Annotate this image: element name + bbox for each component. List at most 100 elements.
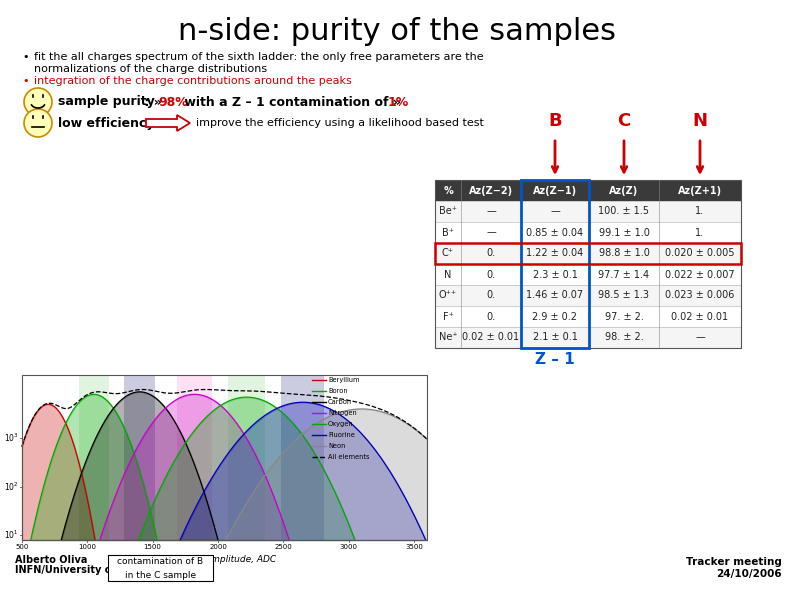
Text: Boron: Boron [328, 388, 348, 394]
Text: 1000: 1000 [79, 544, 96, 550]
Text: INFN/University of Perugia: INFN/University of Perugia [15, 565, 162, 575]
Text: 0.023 ± 0.006: 0.023 ± 0.006 [665, 290, 734, 300]
Text: 3000: 3000 [340, 544, 357, 550]
Bar [435, 201, 741, 222]
Text: $10^3$: $10^3$ [4, 432, 19, 444]
Text: 24/10/2006: 24/10/2006 [716, 569, 782, 579]
Text: integration of the charge contributions around the peaks: integration of the charge contributions … [34, 76, 352, 86]
Bar [435, 243, 741, 264]
Text: 100. ± 1.5: 100. ± 1.5 [599, 206, 649, 217]
Text: with a Z – 1 contamination of »: with a Z – 1 contamination of » [180, 96, 405, 108]
Text: 0.: 0. [487, 270, 495, 280]
Text: 0.02 ± 0.01: 0.02 ± 0.01 [672, 312, 729, 321]
Text: C: C [618, 112, 630, 130]
Text: Fluorine: Fluorine [328, 432, 355, 438]
Text: Be⁺: Be⁺ [439, 206, 457, 217]
Text: 1500: 1500 [144, 544, 162, 550]
Text: Az(Z−1): Az(Z−1) [533, 186, 577, 196]
Text: improve the efficiency using a likelihood based test: improve the efficiency using a likelihoo… [196, 118, 484, 128]
Text: sample purity: sample purity [58, 96, 155, 108]
Bar [435, 264, 741, 285]
Bar [281, 375, 325, 540]
Text: 99.1 ± 1.0: 99.1 ± 1.0 [599, 227, 649, 237]
Text: contamination of B: contamination of B [118, 556, 203, 565]
Text: low efficiency: low efficiency [58, 117, 155, 130]
Text: 98%: 98% [158, 96, 187, 108]
Bar [435, 327, 741, 348]
Text: 3500: 3500 [405, 544, 423, 550]
Text: n-side: purity of the samples: n-side: purity of the samples [178, 17, 616, 46]
Text: —: — [486, 206, 496, 217]
Text: 0.: 0. [487, 249, 495, 258]
Text: Carbon: Carbon [328, 399, 352, 405]
Text: $10^1$: $10^1$ [4, 529, 19, 541]
Text: 1.: 1. [696, 206, 704, 217]
Text: Neon: Neon [328, 443, 345, 449]
Text: Alberto Oliva: Alberto Oliva [15, 555, 87, 565]
Polygon shape [146, 115, 190, 131]
Text: Az(Z): Az(Z) [609, 186, 638, 196]
Text: : »: : » [140, 96, 166, 108]
Bar [22, 375, 427, 540]
Bar [435, 180, 741, 348]
Text: 0.022 ± 0.007: 0.022 ± 0.007 [665, 270, 734, 280]
Text: 1.: 1. [696, 227, 704, 237]
Bar [22, 375, 427, 540]
Text: Az(Z+1): Az(Z+1) [678, 186, 722, 196]
Text: N: N [692, 112, 707, 130]
Text: 1%: 1% [388, 96, 409, 108]
Text: in the C sample: in the C sample [125, 571, 196, 580]
Bar [435, 285, 741, 306]
Bar [521, 180, 589, 348]
Text: 2.1 ± 0.1: 2.1 ± 0.1 [533, 333, 577, 343]
Text: %: % [443, 186, 453, 196]
Text: 0.: 0. [487, 290, 495, 300]
Text: •: • [22, 76, 29, 86]
Text: $10^2$: $10^2$ [4, 481, 19, 493]
Text: 97.7 ± 1.4: 97.7 ± 1.4 [599, 270, 649, 280]
Bar [435, 180, 741, 348]
Text: Nitrogen: Nitrogen [328, 410, 357, 416]
Bar [435, 180, 741, 201]
Text: 0.02 ± 0.01: 0.02 ± 0.01 [462, 333, 519, 343]
Text: Tracker meeting: Tracker meeting [686, 557, 782, 567]
Text: 2.9 ± 0.2: 2.9 ± 0.2 [533, 312, 577, 321]
Text: —: — [550, 206, 560, 217]
Text: B⁺: B⁺ [442, 227, 454, 237]
Text: 2.3 ± 0.1: 2.3 ± 0.1 [533, 270, 577, 280]
Bar [79, 375, 109, 540]
Text: 97. ± 2.: 97. ± 2. [604, 312, 643, 321]
Text: 1.22 ± 0.04: 1.22 ± 0.04 [526, 249, 584, 258]
Text: 98. ± 2.: 98. ± 2. [604, 333, 643, 343]
Text: —: — [695, 333, 705, 343]
Text: 98.8 ± 1.0: 98.8 ± 1.0 [599, 249, 649, 258]
Text: 0.85 ± 0.04: 0.85 ± 0.04 [526, 227, 584, 237]
Bar [229, 375, 265, 540]
Bar [124, 375, 156, 540]
Text: Az(Z−2): Az(Z−2) [469, 186, 513, 196]
Text: 1.46 ± 0.07: 1.46 ± 0.07 [526, 290, 584, 300]
Text: All elements: All elements [328, 454, 369, 460]
Text: 500: 500 [15, 544, 29, 550]
Text: fit the all charges spectrum of the sixth ladder: the only free parameters are t: fit the all charges spectrum of the sixt… [34, 52, 484, 74]
Text: 0.: 0. [487, 312, 495, 321]
Circle shape [24, 109, 52, 137]
Text: •: • [22, 52, 29, 62]
Text: Z – 1: Z – 1 [535, 352, 575, 367]
Text: F⁺: F⁺ [442, 312, 453, 321]
Text: —: — [486, 227, 496, 237]
Bar [108, 555, 213, 581]
Text: 2500: 2500 [275, 544, 292, 550]
Bar [435, 243, 741, 264]
Text: 0.020 ± 0.005: 0.020 ± 0.005 [665, 249, 734, 258]
Text: O⁺⁺: O⁺⁺ [439, 290, 457, 300]
Text: B: B [548, 112, 562, 130]
Text: 2000: 2000 [209, 544, 227, 550]
Circle shape [24, 88, 52, 116]
Bar [435, 222, 741, 243]
Text: cluster amplitude, ADC: cluster amplitude, ADC [172, 555, 276, 564]
Text: Oxygen: Oxygen [328, 421, 353, 427]
Text: Beryllium: Beryllium [328, 377, 360, 383]
Text: C⁺: C⁺ [442, 249, 454, 258]
Bar [177, 375, 212, 540]
